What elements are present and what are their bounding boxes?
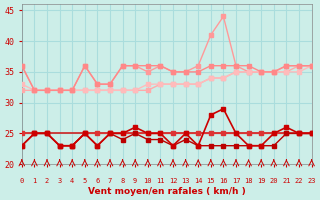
X-axis label: Vent moyen/en rafales ( km/h ): Vent moyen/en rafales ( km/h )	[88, 187, 245, 196]
